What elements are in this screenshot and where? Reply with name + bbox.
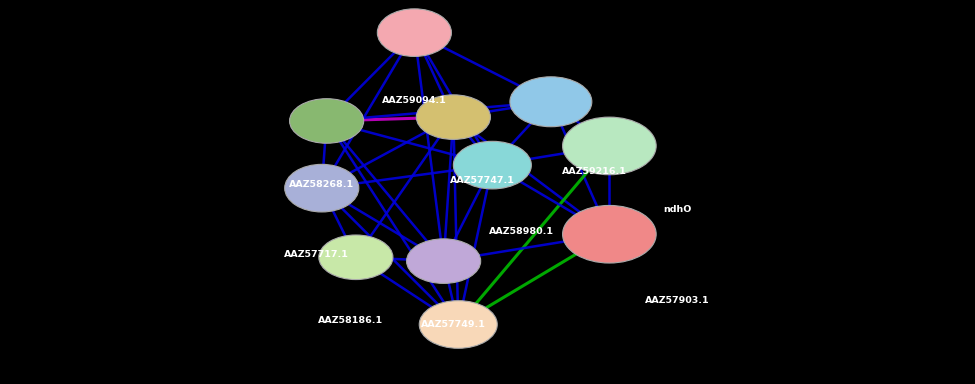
Ellipse shape bbox=[453, 141, 531, 189]
Text: AAZ57747.1: AAZ57747.1 bbox=[450, 176, 515, 185]
Text: AAZ58268.1: AAZ58268.1 bbox=[290, 180, 354, 189]
Ellipse shape bbox=[319, 235, 393, 280]
Ellipse shape bbox=[419, 301, 497, 348]
Ellipse shape bbox=[563, 117, 656, 175]
Ellipse shape bbox=[407, 239, 481, 283]
Text: AAZ57749.1: AAZ57749.1 bbox=[421, 320, 486, 329]
Text: AAZ59094.1: AAZ59094.1 bbox=[382, 96, 447, 105]
Text: AAZ58980.1: AAZ58980.1 bbox=[489, 227, 554, 236]
Text: AAZ57903.1: AAZ57903.1 bbox=[645, 296, 710, 305]
Ellipse shape bbox=[563, 205, 656, 263]
Ellipse shape bbox=[285, 164, 359, 212]
Ellipse shape bbox=[510, 77, 592, 127]
Ellipse shape bbox=[416, 95, 490, 139]
Text: AAZ58186.1: AAZ58186.1 bbox=[319, 316, 383, 325]
Ellipse shape bbox=[377, 9, 451, 56]
Ellipse shape bbox=[290, 99, 364, 143]
Text: ndhO: ndhO bbox=[663, 205, 692, 214]
Text: AAZ59216.1: AAZ59216.1 bbox=[563, 167, 627, 177]
Text: AAZ57717.1: AAZ57717.1 bbox=[285, 250, 349, 259]
